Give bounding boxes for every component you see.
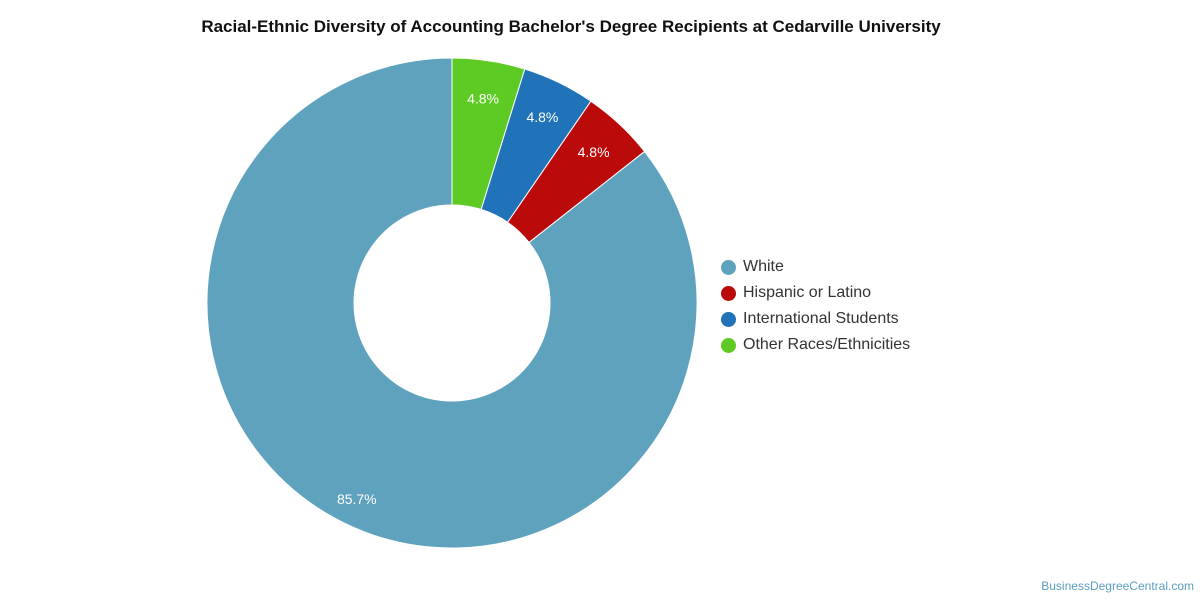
legend-label: White [743, 258, 784, 275]
legend-item-white[interactable]: White [721, 254, 910, 280]
data-label-white: 85.7% [337, 491, 377, 507]
legend-swatch [721, 337, 736, 353]
legend-item-hispanic-or-latino[interactable]: Hispanic or Latino [721, 280, 910, 306]
slice-other-races-ethnicities[interactable] [451, 57, 526, 211]
slice-international-students[interactable] [480, 68, 592, 223]
legend-label: Other Races/Ethnicities [743, 336, 911, 353]
data-label-hispanic-or-latino: 4.8% [578, 144, 610, 160]
slice-white[interactable] [206, 57, 698, 549]
legend-item-other-races-ethnicities[interactable]: Other Races/Ethnicities [721, 332, 910, 358]
legend-label: International Students [743, 310, 899, 327]
slice-hispanic-or-latino[interactable] [506, 100, 646, 244]
legend-item-international-students[interactable]: International Students [721, 306, 910, 332]
legend-swatch [721, 259, 736, 275]
chart-title: Racial-Ethnic Diversity of Accounting Ba… [201, 17, 941, 36]
chart-legend: White Hispanic or Latino International Stu… [721, 254, 910, 358]
site-watermark[interactable]: BusinessDegreeCentral.com [1041, 579, 1194, 593]
legend-label: Hispanic or Latino [743, 284, 872, 301]
data-label-other-races-ethnicities: 4.8% [467, 90, 499, 106]
legend-swatch [721, 285, 736, 301]
legend-swatch [721, 311, 736, 327]
data-label-international-students: 4.8% [526, 109, 558, 125]
